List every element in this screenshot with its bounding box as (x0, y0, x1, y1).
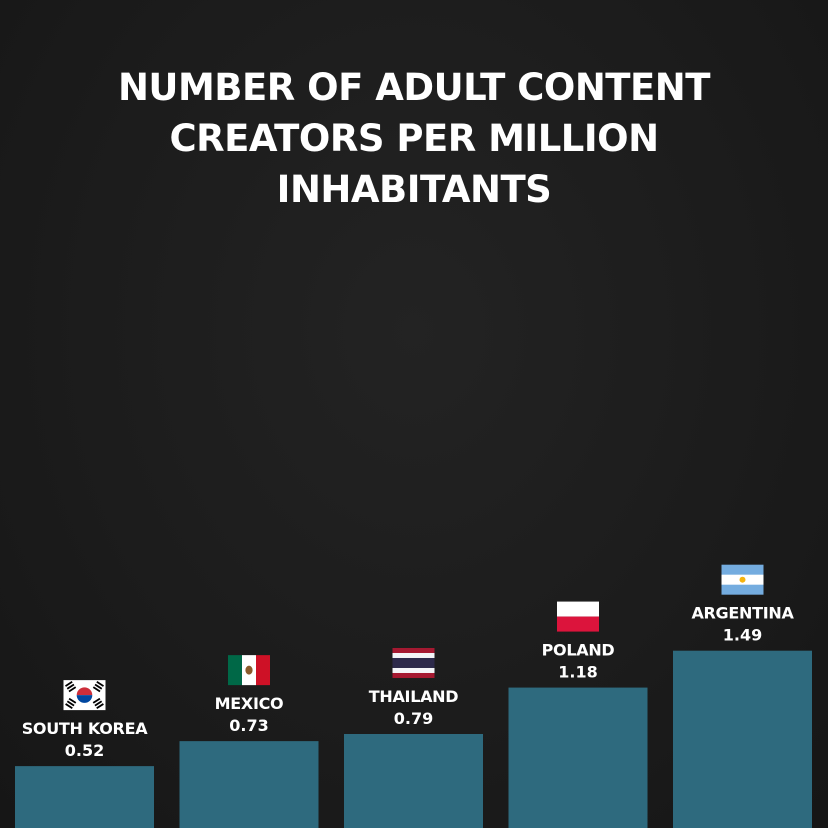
bar-mexico (179, 741, 319, 828)
value-label: 0.79 (394, 709, 433, 728)
bar-poland (508, 687, 648, 828)
bar-south-korea (15, 766, 154, 828)
category-label: MEXICO (215, 694, 284, 713)
argentina-flag-icon (721, 564, 764, 595)
bar-thailand (344, 733, 483, 828)
poland-flag-icon (557, 601, 599, 632)
category-label: POLAND (542, 641, 615, 660)
thailand-flag-icon (392, 647, 435, 678)
value-label: 1.18 (558, 663, 597, 682)
bar-argentina (673, 650, 812, 828)
mexico-flag-icon (228, 655, 270, 686)
value-label: 0.73 (229, 716, 268, 735)
category-label: SOUTH KOREA (22, 719, 149, 738)
category-label: THAILAND (369, 687, 459, 706)
south-korea-flag-icon (63, 680, 106, 711)
chart-title: NUMBER OF ADULT CONTENT CREATORS PER MIL… (117, 66, 711, 211)
value-label: 0.52 (65, 741, 104, 760)
value-label: 1.49 (723, 626, 762, 645)
category-label: ARGENTINA (691, 604, 794, 623)
